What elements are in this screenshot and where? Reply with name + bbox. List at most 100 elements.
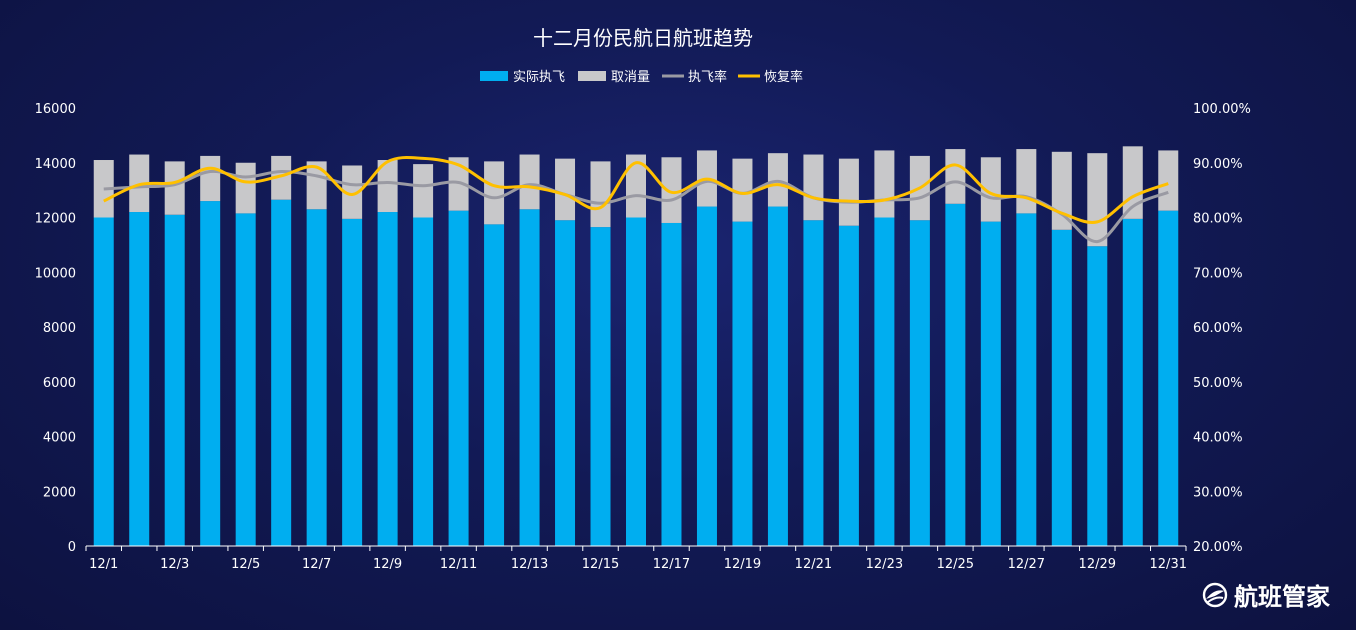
x-tick-label: 12/9 [373, 557, 402, 572]
left-y-axis: 0 2000 4000 6000 8000 10000 12000 14000 16000 [35, 102, 76, 555]
cancelled-flights-bar [377, 160, 398, 213]
x-tick-label: 12/31 [1150, 557, 1187, 572]
x-tick-label: 12/15 [582, 557, 619, 572]
x-tick-label: 12/1 [89, 557, 118, 572]
actual-flights-bar [448, 210, 469, 546]
x-tick-label: 12/27 [1008, 557, 1045, 572]
bar-series [93, 146, 1179, 547]
x-axis: 12/1 12/3 12/5 12/7 12/9 12/11 12/13 12/15 12/17… [85, 545, 1187, 572]
cancelled-flights-bar [555, 158, 576, 221]
actual-flights-bar [732, 221, 753, 546]
cancelled-flights-bar [732, 158, 753, 222]
cancelled-flights-bar [271, 155, 292, 200]
cancelled-flights-bar [838, 158, 859, 226]
actual-flights-bar [874, 217, 895, 546]
x-tick-label: 12/17 [653, 557, 690, 572]
actual-flights-bar [377, 212, 398, 546]
left-tick-label: 4000 [43, 431, 76, 446]
actual-flights-bar [235, 213, 256, 547]
legend-swatch [480, 71, 508, 81]
legend-label: 实际执飞 [513, 70, 565, 85]
cancelled-flights-bar [235, 162, 256, 214]
actual-flights-bar [555, 220, 576, 547]
x-tick-label: 12/29 [1079, 557, 1116, 572]
right-tick-label: 60.00% [1193, 321, 1243, 336]
actual-flights-bar [519, 209, 540, 546]
x-tick-label: 12/25 [937, 557, 974, 572]
x-tick-label: 12/11 [440, 557, 477, 572]
cancelled-flights-bar [874, 150, 895, 218]
legend-label: 执飞率 [688, 69, 727, 85]
right-tick-label: 70.00% [1193, 266, 1243, 281]
actual-flights-bar [838, 225, 859, 546]
actual-flights-bar [767, 206, 788, 547]
x-tick-label: 12/13 [511, 557, 548, 572]
actual-flights-bar [803, 220, 824, 547]
recovery-rate-line [103, 156, 1169, 224]
actual-flights-bar [1087, 246, 1108, 546]
cancelled-flights-bar [306, 161, 327, 210]
right-tick-label: 20.00% [1193, 540, 1243, 555]
actual-flights-bar [661, 222, 682, 546]
cancelled-flights-bar [342, 165, 363, 219]
actual-flights-bar [626, 217, 646, 546]
cancelled-flights-bar [590, 161, 611, 228]
right-tick-label: 40.00% [1193, 431, 1243, 446]
cancelled-flights-bar [803, 154, 824, 221]
actual-flights-bar [590, 227, 611, 547]
cancelled-flights-bar [519, 154, 540, 210]
right-tick-label: 50.00% [1193, 376, 1243, 391]
globe-plane-icon [1202, 582, 1228, 607]
cancelled-flights-bar [767, 153, 788, 207]
cancelled-flights-bar [1016, 149, 1037, 214]
brand-name: 航班管家 [1234, 583, 1330, 611]
cancelled-flights-bar [626, 154, 646, 218]
execution-rate-line [103, 169, 1169, 244]
actual-flights-bar [909, 220, 930, 547]
cancelled-flights-bar [1087, 153, 1108, 247]
legend-label: 取消量 [611, 70, 650, 85]
actual-flights-bar [945, 203, 966, 546]
legend-swatch [578, 71, 606, 81]
actual-flights-bar [696, 206, 717, 547]
cancelled-flights-bar [945, 149, 966, 204]
left-tick-label: 0 [68, 540, 76, 555]
cancelled-flights-bar [1158, 150, 1179, 211]
chart-title: 十二月份民航日航班趋势 [533, 26, 753, 50]
left-tick-label: 10000 [35, 266, 76, 281]
right-tick-label: 90.00% [1193, 157, 1243, 172]
brand-logo: 航班管家 [1202, 577, 1330, 612]
cancelled-flights-bar [484, 161, 505, 225]
actual-flights-bar [1158, 210, 1179, 546]
actual-flights-bar [980, 221, 1001, 546]
x-tick-label: 12/7 [302, 557, 331, 572]
actual-flights-bar [200, 201, 221, 546]
x-tick-label: 12/23 [866, 557, 903, 572]
cancelled-flights-bar [413, 164, 434, 218]
actual-flights-bar [413, 217, 434, 546]
actual-flights-bar [129, 212, 150, 546]
x-tick-label: 12/3 [160, 557, 189, 572]
actual-flights-bar [1122, 218, 1143, 546]
right-tick-label: 30.00% [1193, 485, 1243, 500]
cancelled-flights-bar [980, 157, 1001, 222]
actual-flights-bar [164, 214, 185, 546]
cancelled-flights-bar [200, 155, 221, 202]
left-tick-label: 16000 [35, 102, 76, 117]
actual-flights-bar [342, 218, 363, 546]
x-tick-label: 12/5 [231, 557, 260, 572]
actual-flights-bar [1016, 213, 1037, 547]
x-tick-label: 12/21 [795, 557, 832, 572]
cancelled-flights-bar [661, 157, 682, 223]
legend-label: 恢复率 [764, 69, 803, 85]
left-tick-label: 12000 [35, 212, 76, 227]
cancelled-flights-bar [164, 161, 185, 215]
left-tick-label: 6000 [43, 376, 76, 391]
x-tick-label: 12/19 [724, 557, 761, 572]
actual-flights-bar [306, 209, 327, 546]
left-tick-label: 2000 [43, 485, 76, 500]
actual-flights-bar [484, 224, 505, 546]
line-series [103, 156, 1169, 244]
actual-flights-bar [93, 217, 114, 546]
